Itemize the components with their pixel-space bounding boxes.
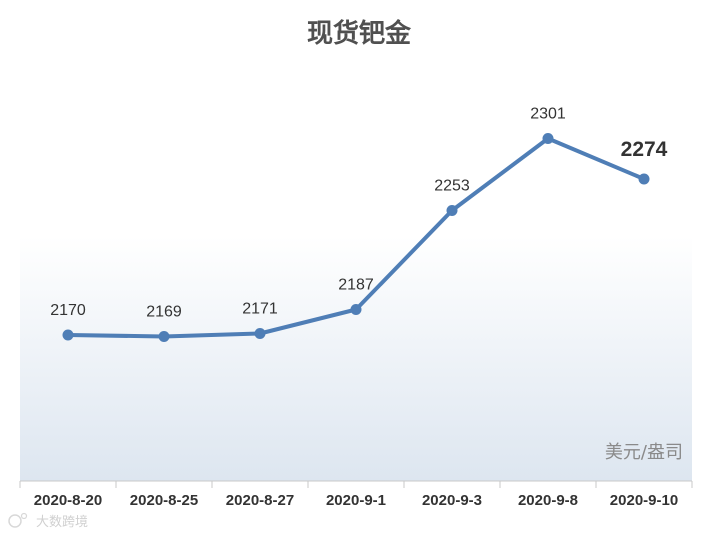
data-point — [350, 304, 362, 315]
data-point — [62, 329, 74, 341]
data-points — [62, 133, 650, 342]
plot-background — [20, 236, 692, 481]
watermark: 大数跨境 — [8, 512, 88, 530]
unit-label: 美元/盎司 — [605, 442, 683, 463]
x-tick-label: 2020-8-25 — [130, 492, 198, 509]
x-tick-label: 2020-9-8 — [518, 492, 578, 509]
x-axis-labels: 2020-8-20 2020-8-25 2020-8-27 2020-9-1 2020-… — [34, 492, 678, 509]
data-labels: 2170 2169 2171 2187 2253 2301 2274 — [50, 106, 667, 321]
x-tick-label: 2020-8-27 — [226, 492, 294, 509]
data-label: 2253 — [434, 178, 470, 195]
x-axis-ticks — [19, 481, 693, 488]
data-label: 2274 — [621, 138, 668, 161]
data-label: 2170 — [50, 302, 86, 319]
data-point — [638, 173, 650, 185]
data-point — [446, 205, 458, 216]
data-point — [254, 328, 266, 339]
x-tick-label: 2020-8-20 — [34, 492, 102, 509]
watermark-logo-icon — [8, 512, 28, 528]
data-label: 2301 — [530, 106, 566, 123]
data-point — [542, 133, 554, 144]
chart-title: 现货钯金 — [307, 18, 412, 49]
x-tick-label: 2020-9-10 — [610, 492, 678, 509]
data-point — [158, 331, 170, 342]
x-tick-label: 2020-9-3 — [422, 492, 482, 509]
data-label: 2187 — [338, 277, 374, 294]
data-label: 2169 — [146, 304, 182, 321]
watermark-text: 大数跨境 — [36, 515, 88, 530]
x-tick-label: 2020-9-1 — [326, 492, 386, 509]
data-label: 2171 — [242, 301, 278, 318]
